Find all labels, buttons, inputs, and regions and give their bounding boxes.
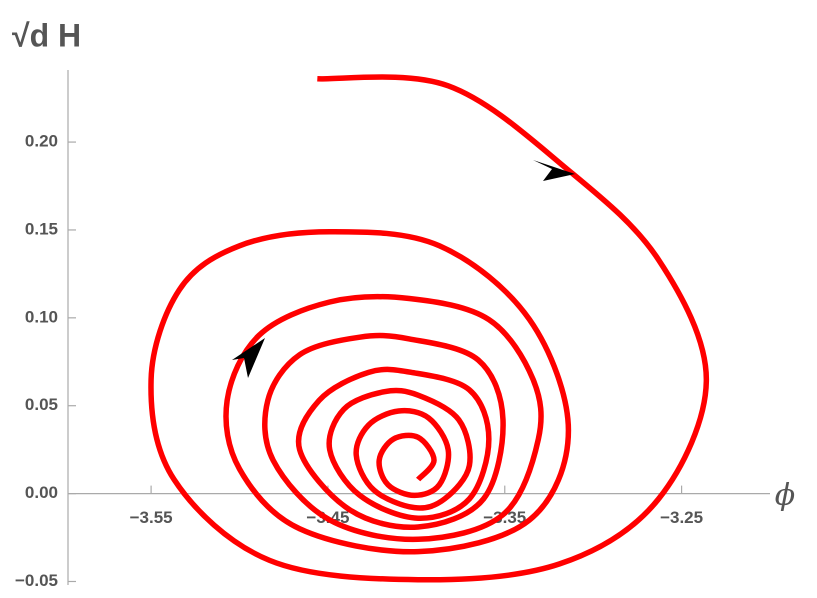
y-tick-label: 0.20 [25, 132, 58, 151]
x-tick-label: −3.25 [660, 508, 703, 527]
x-axis-label: ϕ [775, 478, 795, 513]
y-axis-label: √d H [12, 17, 81, 53]
y-tick-label: −0.05 [15, 571, 58, 590]
y-tick-label: 0.10 [25, 307, 58, 326]
y-tick-label: 0.05 [25, 395, 58, 414]
trajectory [148, 74, 710, 583]
y-tick-label: 0.15 [25, 219, 58, 238]
direction-arrow [232, 338, 265, 378]
y-tick-label: 0.00 [25, 483, 58, 502]
direction-arrow [533, 160, 575, 181]
x-tick-label: −3.55 [130, 508, 173, 527]
